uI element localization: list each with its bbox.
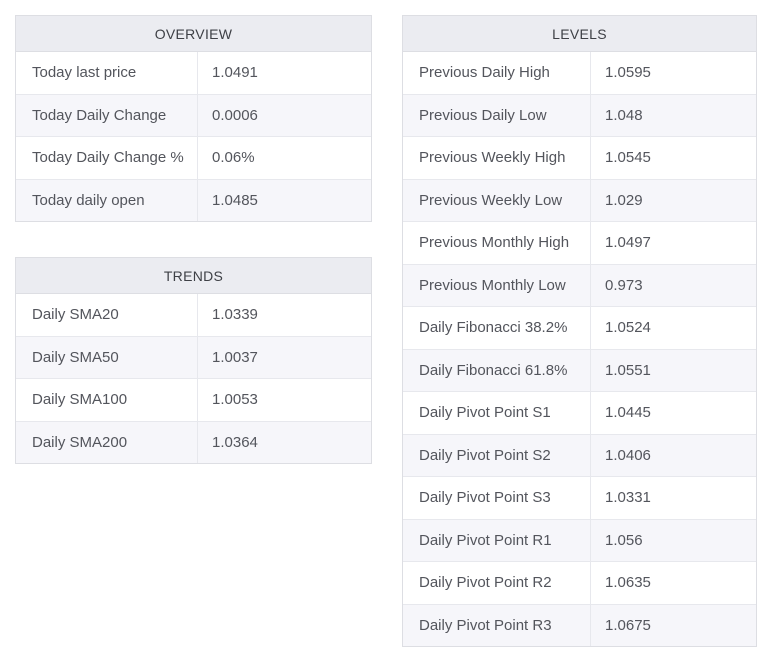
row-value: 1.0635 (605, 574, 651, 592)
table-row: Daily Pivot Point R2 1.0635 (403, 561, 756, 604)
row-value: 1.0406 (605, 446, 651, 464)
table-row: Previous Monthly High 1.0497 (403, 221, 756, 264)
row-value: 1.0053 (212, 391, 258, 409)
row-label: Daily SMA20 (16, 294, 198, 336)
table-row: Daily SMA200 1.0364 (16, 420, 371, 463)
table-row: Previous Daily High 1.0595 (403, 52, 756, 94)
table-row: Previous Daily Low 1.048 (403, 93, 756, 136)
row-label: Daily Pivot Point S2 (403, 434, 591, 476)
table-row: Daily Pivot Point S3 1.0331 (403, 476, 756, 519)
row-value: 1.0595 (605, 64, 651, 82)
row-value: 1.0545 (605, 149, 651, 167)
levels-table: LEVELS Previous Daily High 1.0595 Previous… (402, 15, 757, 647)
row-label: Daily SMA200 (16, 421, 198, 463)
row-label: Previous Daily High (403, 52, 591, 94)
overview-table-title: OVERVIEW (154, 25, 233, 42)
row-label: Previous Weekly High (403, 137, 591, 179)
overview-table: OVERVIEW Today last price 1.0491 Today Dai… (15, 15, 372, 222)
row-label: Today daily open (16, 179, 198, 221)
row-value: 1.0445 (605, 404, 651, 422)
trends-table: TRENDS Daily SMA20 1.0339 Daily SMA50 1.003… (15, 257, 372, 464)
row-value: 1.0491 (212, 64, 258, 82)
table-row: Daily SMA20 1.0339 (16, 294, 371, 336)
table-row: Daily Pivot Point R1 1.056 (403, 518, 756, 561)
row-value: 0.06% (212, 149, 255, 167)
overview-table-body: Today last price 1.0491 Today Daily Change… (16, 52, 371, 221)
row-value: 1.048 (605, 106, 643, 124)
row-label: Today Daily Change % (16, 137, 198, 179)
row-value: 0.0006 (212, 106, 258, 124)
row-label: Daily Pivot Point R1 (403, 519, 591, 561)
trends-table-title: TRENDS (163, 267, 224, 284)
row-value: 1.0485 (212, 191, 258, 209)
row-value: 1.0339 (212, 306, 258, 324)
overview-table-header: OVERVIEW (16, 16, 371, 52)
row-label: Daily Fibonacci 61.8% (403, 349, 591, 391)
row-label: Daily SMA50 (16, 336, 198, 378)
row-label: Daily Pivot Point S3 (403, 477, 591, 519)
row-value: 1.0364 (212, 433, 258, 451)
row-label: Previous Monthly Low (403, 264, 591, 306)
row-value: 1.0675 (605, 616, 651, 634)
trends-table-body: Daily SMA20 1.0339 Daily SMA50 1.0037 Daily … (16, 294, 371, 463)
row-value: 1.056 (605, 531, 643, 549)
row-value: 1.0551 (605, 361, 651, 379)
levels-table-header: LEVELS (403, 16, 756, 52)
row-value: 1.0524 (605, 319, 651, 337)
table-row: Previous Monthly Low 0.973 (403, 263, 756, 306)
row-label: Previous Monthly High (403, 222, 591, 264)
table-row: Previous Weekly Low 1.029 (403, 178, 756, 221)
table-row: Daily Fibonacci 61.8% 1.0551 (403, 348, 756, 391)
levels-table-title: LEVELS (552, 25, 607, 42)
table-row: Previous Weekly High 1.0545 (403, 136, 756, 179)
table-row: Today daily open 1.0485 (16, 178, 371, 221)
table-row: Daily Fibonacci 38.2% 1.0524 (403, 306, 756, 349)
row-label: Daily Pivot Point S1 (403, 392, 591, 434)
table-row: Daily Pivot Point S2 1.0406 (403, 433, 756, 476)
table-row: Daily Pivot Point S1 1.0445 (403, 391, 756, 434)
row-value: 1.0331 (605, 489, 651, 507)
table-row: Daily SMA50 1.0037 (16, 335, 371, 378)
table-row: Daily Pivot Point R3 1.0675 (403, 603, 756, 646)
row-label: Daily SMA100 (16, 379, 198, 421)
row-label: Today last price (16, 52, 198, 94)
row-value: 1.0037 (212, 348, 258, 366)
trends-table-header: TRENDS (16, 258, 371, 294)
row-value: 0.973 (605, 276, 643, 294)
table-row: Today Daily Change % 0.06% (16, 136, 371, 179)
row-value: 1.029 (605, 191, 643, 209)
row-label: Previous Daily Low (403, 94, 591, 136)
row-value: 1.0497 (605, 234, 651, 252)
table-row: Today Daily Change 0.0006 (16, 93, 371, 136)
row-label: Today Daily Change (16, 94, 198, 136)
table-row: Daily SMA100 1.0053 (16, 378, 371, 421)
row-label: Previous Weekly Low (403, 179, 591, 221)
levels-table-body: Previous Daily High 1.0595 Previous Daily … (403, 52, 756, 646)
row-label: Daily Pivot Point R3 (403, 604, 591, 646)
table-row: Today last price 1.0491 (16, 52, 371, 94)
row-label: Daily Pivot Point R2 (403, 562, 591, 604)
row-label: Daily Fibonacci 38.2% (403, 307, 591, 349)
